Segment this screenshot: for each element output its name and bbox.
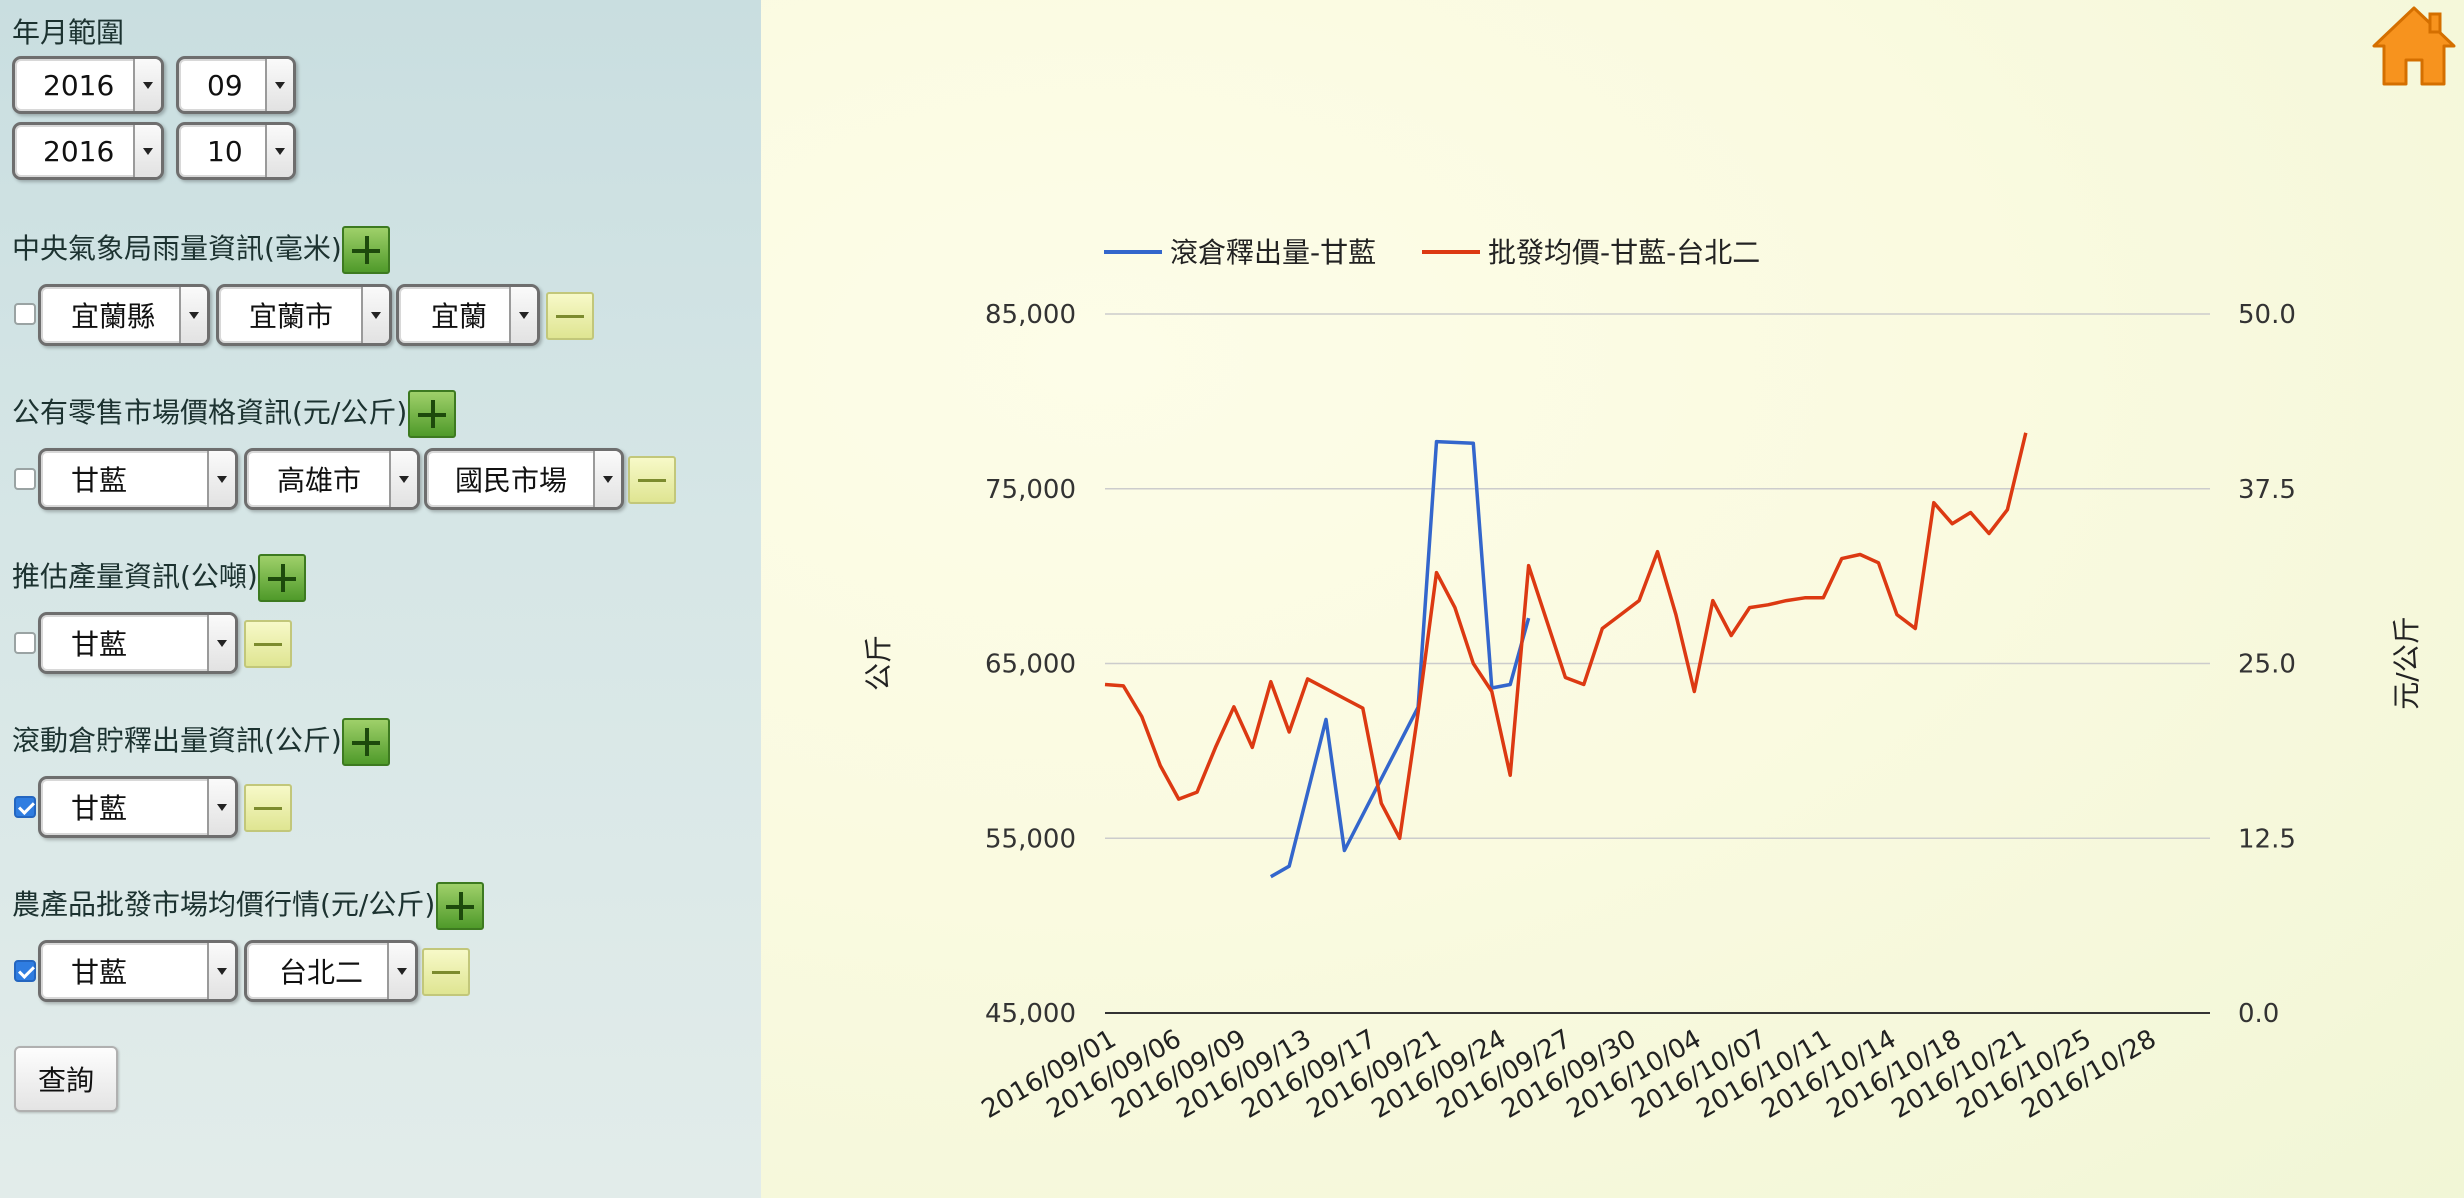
chevron-down-icon — [207, 451, 235, 507]
remove-retail-button[interactable] — [628, 456, 676, 504]
add-production-button[interactable] — [258, 554, 306, 602]
chevron-down-icon — [389, 451, 417, 507]
end-year-value: 2016 — [43, 134, 115, 168]
chevron-down-icon — [593, 451, 621, 507]
remove-production-button[interactable] — [244, 620, 292, 668]
production-crop-select[interactable]: 甘藍 — [38, 612, 238, 674]
retail-checkbox[interactable] — [14, 468, 36, 490]
chevron-down-icon — [133, 59, 161, 111]
home-icon[interactable] — [2370, 4, 2458, 88]
remove-storage-button[interactable] — [244, 784, 292, 832]
add-rainfall-button[interactable] — [342, 226, 390, 274]
start-year-value: 2016 — [43, 68, 115, 102]
add-wholesale-button[interactable] — [436, 882, 484, 930]
retail-market-select[interactable]: 國民市場 — [424, 448, 624, 510]
chevron-down-icon — [207, 943, 235, 999]
storage-checkbox[interactable] — [14, 796, 36, 818]
start-month-value: 09 — [207, 68, 243, 102]
retail-market-value: 國民市場 — [455, 464, 568, 497]
end-month-select[interactable]: 10 — [176, 122, 296, 180]
chevron-down-icon — [133, 125, 161, 177]
end-year-select[interactable]: 2016 — [12, 122, 164, 180]
rainfall-city-select[interactable]: 宜蘭市 — [216, 284, 392, 346]
retail-city-value: 高雄市 — [277, 464, 362, 497]
rainfall-city-value: 宜蘭市 — [249, 300, 334, 333]
retail-crop-value: 甘藍 — [71, 464, 128, 497]
rainfall-station-select[interactable]: 宜蘭 — [396, 284, 540, 346]
wholesale-crop-value: 甘藍 — [71, 956, 128, 989]
production-checkbox[interactable] — [14, 632, 36, 654]
chevron-down-icon — [361, 287, 389, 343]
rainfall-station-value: 宜蘭 — [431, 300, 488, 333]
retail-price-label: 公有零售市場價格資訊(元/公斤) — [12, 396, 408, 429]
production-label: 推估產量資訊(公噸) — [12, 560, 258, 593]
wholesale-checkbox[interactable] — [14, 960, 36, 982]
retail-city-select[interactable]: 高雄市 — [244, 448, 420, 510]
storage-crop-value: 甘藍 — [71, 792, 128, 825]
add-retail-button[interactable] — [408, 390, 456, 438]
query-button[interactable]: 查詢 — [14, 1046, 118, 1112]
chevron-down-icon — [265, 125, 293, 177]
start-year-select[interactable]: 2016 — [12, 56, 164, 114]
wholesale-price-label: 農產品批發市場均價行情(元/公斤) — [12, 888, 436, 921]
storage-crop-select[interactable]: 甘藍 — [38, 776, 238, 838]
rainfall-county-value: 宜蘭縣 — [71, 300, 156, 333]
storage-release-label: 滾動倉貯釋出量資訊(公斤) — [12, 724, 342, 757]
chevron-down-icon — [387, 943, 415, 999]
sidebar: 年月範圍 2016 09 2016 10 中央氣象局雨量資訊(毫米) 宜蘭縣 宜… — [0, 0, 761, 1198]
retail-crop-select[interactable]: 甘藍 — [38, 448, 238, 510]
chevron-down-icon — [207, 615, 235, 671]
wholesale-crop-select[interactable]: 甘藍 — [38, 940, 238, 1002]
rainfall-label: 中央氣象局雨量資訊(毫米) — [12, 232, 342, 265]
remove-rainfall-button[interactable] — [546, 292, 594, 340]
date-range-label: 年月範圍 — [12, 16, 125, 49]
chart-panel — [761, 0, 2464, 1198]
start-month-select[interactable]: 09 — [176, 56, 296, 114]
wholesale-market-value: 台北二 — [279, 956, 364, 989]
end-month-value: 10 — [207, 134, 243, 168]
rainfall-county-select[interactable]: 宜蘭縣 — [38, 284, 210, 346]
chevron-down-icon — [179, 287, 207, 343]
add-storage-button[interactable] — [342, 718, 390, 766]
chevron-down-icon — [207, 779, 235, 835]
chevron-down-icon — [265, 59, 293, 111]
chevron-down-icon — [509, 287, 537, 343]
production-crop-value: 甘藍 — [71, 628, 128, 661]
remove-wholesale-button[interactable] — [422, 948, 470, 996]
wholesale-market-select[interactable]: 台北二 — [244, 940, 418, 1002]
rainfall-checkbox[interactable] — [14, 303, 36, 325]
